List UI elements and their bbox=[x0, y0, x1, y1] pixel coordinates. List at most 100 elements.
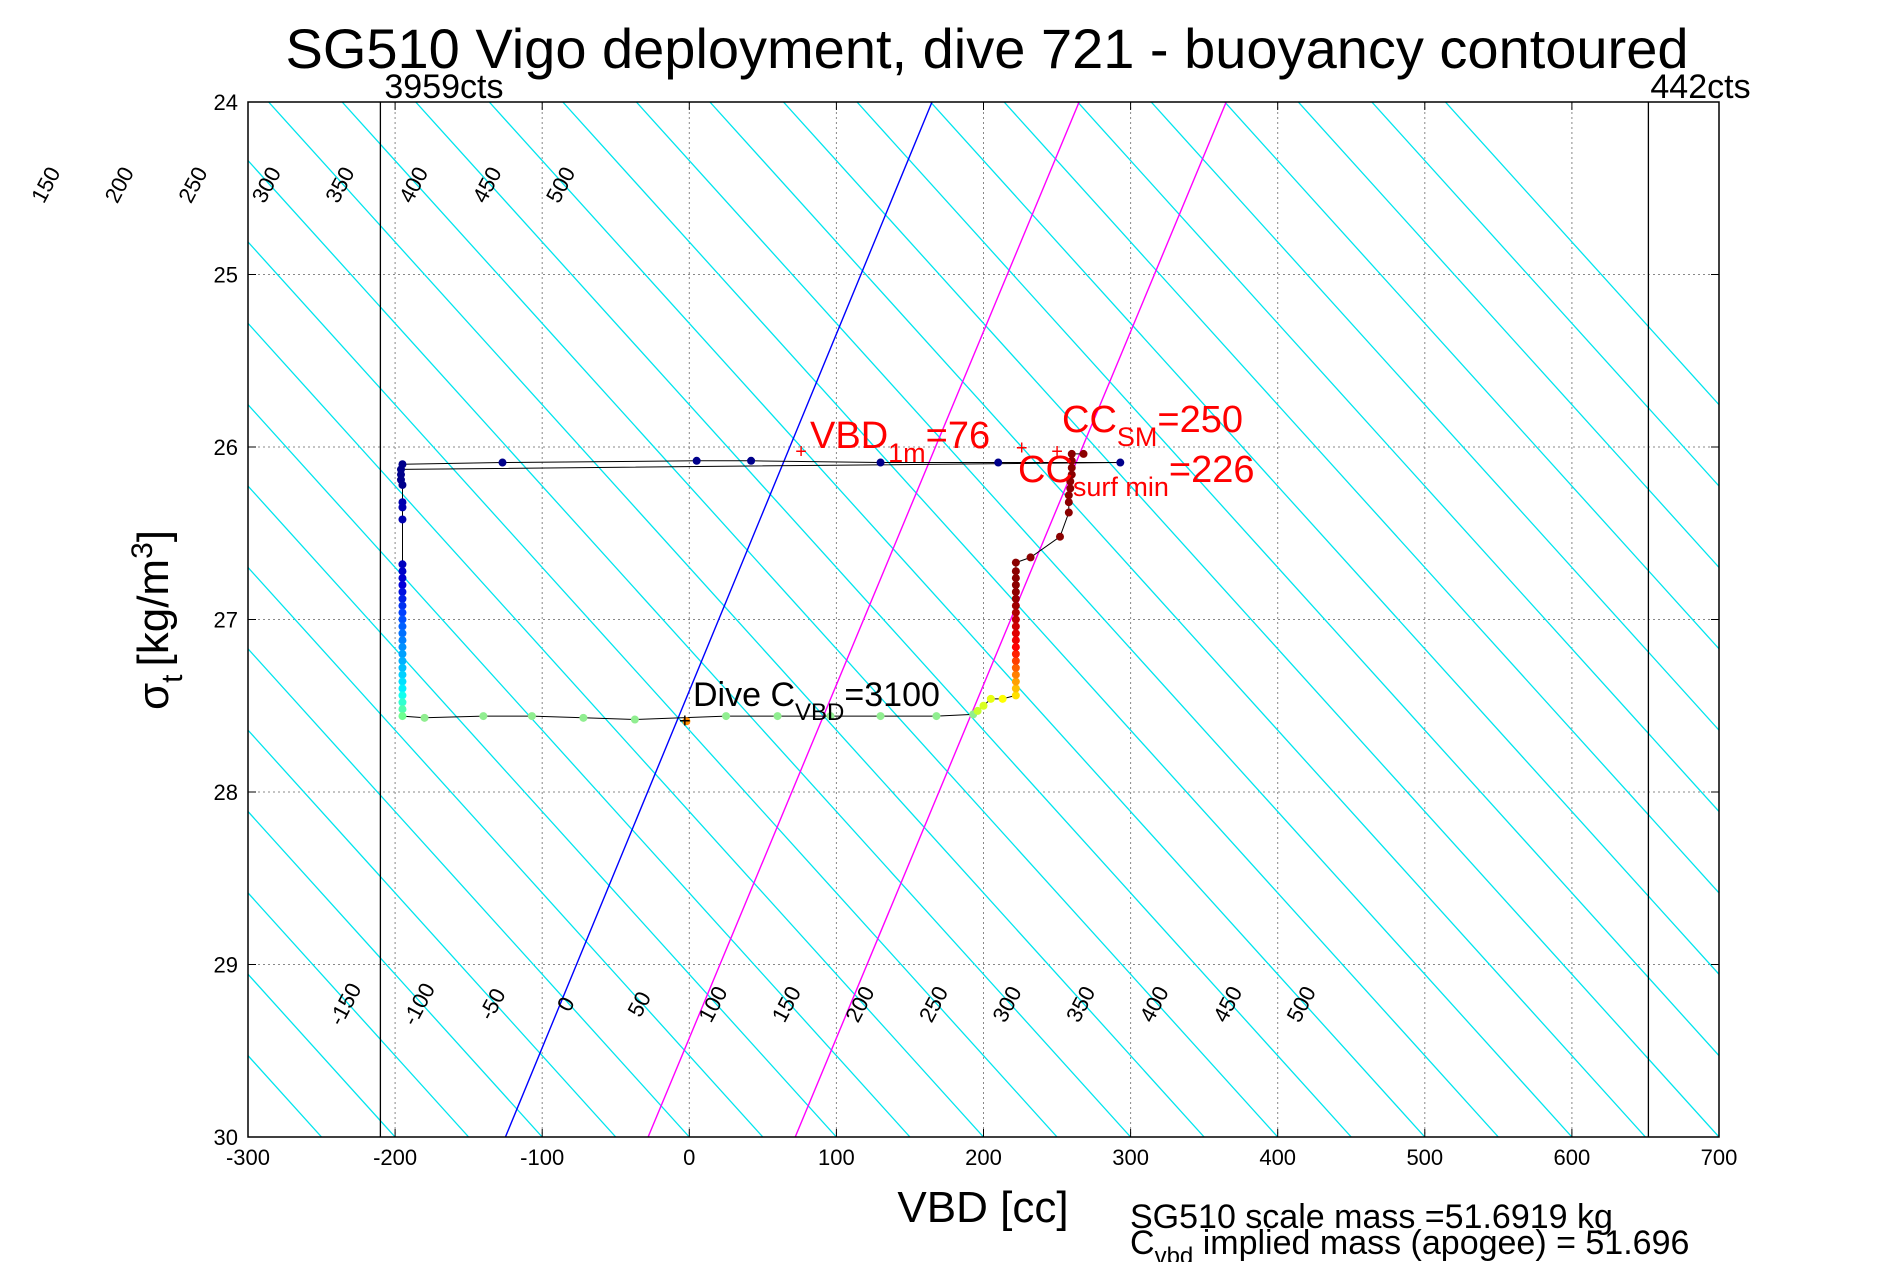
data-point-left-descent bbox=[398, 574, 407, 583]
data-point-right-ascent bbox=[1011, 663, 1020, 672]
contour-line bbox=[248, 322, 984, 1137]
data-point-right-ascent bbox=[1064, 491, 1073, 500]
data-point-right-ascent bbox=[1066, 484, 1075, 493]
annotation-marker: + bbox=[795, 441, 807, 463]
contour-label-bottom: 200 bbox=[840, 982, 879, 1026]
contour-line bbox=[248, 1136, 249, 1137]
data-point-left-descent bbox=[398, 656, 407, 665]
x-tick-label: -100 bbox=[520, 1145, 564, 1170]
data-point-upper bbox=[498, 458, 507, 467]
contour-label-bottom: 250 bbox=[914, 982, 953, 1026]
contour-label-top: 450 bbox=[467, 163, 506, 207]
contour-label-bottom: -150 bbox=[324, 979, 367, 1030]
data-point-upper bbox=[1116, 458, 1125, 467]
data-point-left-descent bbox=[398, 503, 407, 512]
x-tick-label: 700 bbox=[1701, 1145, 1738, 1170]
contour-label-bottom: 0 bbox=[552, 993, 580, 1016]
data-point-right-ascent bbox=[1011, 691, 1020, 700]
contour-label-bottom: 350 bbox=[1061, 982, 1100, 1026]
data-point-left-descent bbox=[398, 670, 407, 679]
data-point-right-ascent bbox=[973, 706, 982, 715]
y-axis-label-units: [kg/m bbox=[129, 559, 178, 667]
contour-label-top: 300 bbox=[247, 163, 286, 207]
x-tick-label: 300 bbox=[1112, 1145, 1149, 1170]
contour-line bbox=[856, 102, 1719, 1057]
contour-label-bottom: 400 bbox=[1134, 982, 1173, 1026]
annotation-value: =250 bbox=[1157, 399, 1243, 441]
data-point-bottom-marker bbox=[682, 717, 691, 726]
data-point-right-ascent bbox=[1011, 684, 1020, 693]
contour-line bbox=[268, 102, 1205, 1137]
data-point-right-ascent bbox=[1064, 508, 1073, 517]
data-point-left-descent bbox=[398, 663, 407, 672]
zero-buoyancy-line bbox=[504, 102, 933, 1137]
contour-line bbox=[0, 102, 101, 1137]
grid bbox=[247, 101, 1720, 1138]
data-point-left-descent bbox=[398, 567, 407, 576]
contour-line bbox=[341, 102, 1279, 1137]
annotation-text: Dive C bbox=[693, 676, 795, 714]
contour-line bbox=[248, 647, 690, 1137]
buoyancy-contours bbox=[0, 102, 1719, 1137]
contour-label-bottom: 500 bbox=[1282, 982, 1321, 1026]
annotation-text: CC bbox=[1062, 399, 1117, 441]
contour-line bbox=[248, 729, 617, 1137]
data-point-right-ascent bbox=[1067, 456, 1076, 465]
data-point-right-ascent bbox=[1026, 553, 1035, 562]
annotation-text: VBD bbox=[810, 415, 888, 457]
data-point-right-ascent bbox=[1011, 558, 1020, 567]
data-point-right-ascent bbox=[998, 694, 1007, 703]
annotation-value: =76 bbox=[926, 415, 990, 457]
data-point-upper bbox=[876, 458, 885, 467]
x-tick-label: 0 bbox=[683, 1145, 695, 1170]
contour-label-top: 400 bbox=[394, 163, 433, 207]
contour-line bbox=[562, 102, 1499, 1137]
data-point-right-ascent bbox=[1011, 636, 1020, 645]
data-point-left-descent bbox=[398, 698, 407, 707]
annotation-value: =3100 bbox=[844, 676, 940, 714]
footer-c: C bbox=[1130, 1224, 1155, 1262]
y-axis-label: σt [kg/m3] bbox=[126, 530, 189, 710]
contour-line bbox=[1371, 102, 1719, 488]
y-tick-label: 27 bbox=[214, 608, 238, 633]
data-point-left-descent bbox=[398, 643, 407, 652]
annotation-subscript: 1m bbox=[888, 438, 926, 468]
contour-label-bottom: 300 bbox=[987, 982, 1026, 1026]
data-point-bottom bbox=[722, 712, 731, 721]
data-point-left-descent bbox=[398, 608, 407, 617]
annotation-subscript: SM bbox=[1117, 422, 1158, 452]
contour-line bbox=[1077, 102, 1719, 813]
x-ticks: -300 -200 -100 0 100 200 300 400 500 600 700 bbox=[226, 102, 1737, 1170]
data-point-left-descent bbox=[398, 712, 407, 721]
y-tick-label: 28 bbox=[214, 780, 238, 805]
contour-line bbox=[709, 102, 1646, 1137]
x-tick-label: 500 bbox=[1406, 1145, 1443, 1170]
data-point-right-ascent bbox=[1011, 587, 1020, 596]
data-point-left-descent bbox=[398, 629, 407, 638]
annotation-ccsm: CCSM=250 bbox=[1062, 399, 1243, 452]
data-point-left-descent bbox=[398, 515, 407, 524]
contour-line bbox=[248, 810, 543, 1137]
reference-line-label: 442cts bbox=[1650, 68, 1750, 106]
data-point-right-ascent bbox=[1011, 574, 1020, 583]
data-point-left-descent bbox=[398, 677, 407, 686]
annotation-value: =226 bbox=[1169, 449, 1255, 491]
data-point-right-ascent bbox=[1011, 594, 1020, 603]
data-point-right-ascent bbox=[1011, 677, 1020, 686]
data-point-bottom bbox=[420, 713, 429, 722]
footer-implied-mass: Cvbd implied mass (apogee) = 51.696 bbox=[1130, 1224, 1689, 1262]
x-tick-label: 100 bbox=[818, 1145, 855, 1170]
data-point-upper bbox=[994, 458, 1003, 467]
data-point-left-descent bbox=[398, 691, 407, 700]
data-point-right-ascent bbox=[1055, 532, 1064, 541]
annotations: + VBD1m=76 +CCSM=250+CCsurf min=226+Dive C… bbox=[679, 399, 1254, 732]
data-point-bottom bbox=[932, 712, 941, 721]
data-point-bottom bbox=[479, 712, 488, 721]
contour-line bbox=[1297, 102, 1719, 569]
y-ticks: 24 25 26 27 28 29 30 bbox=[214, 90, 1719, 1150]
data-point-left-descent bbox=[398, 594, 407, 603]
x-tick-label: -200 bbox=[373, 1145, 417, 1170]
data-point-right-ascent bbox=[1067, 463, 1076, 472]
annotation-divecvbd: Dive CVBD=3100 bbox=[693, 676, 940, 726]
x-axis-label: VBD [cc] bbox=[897, 1183, 1068, 1232]
